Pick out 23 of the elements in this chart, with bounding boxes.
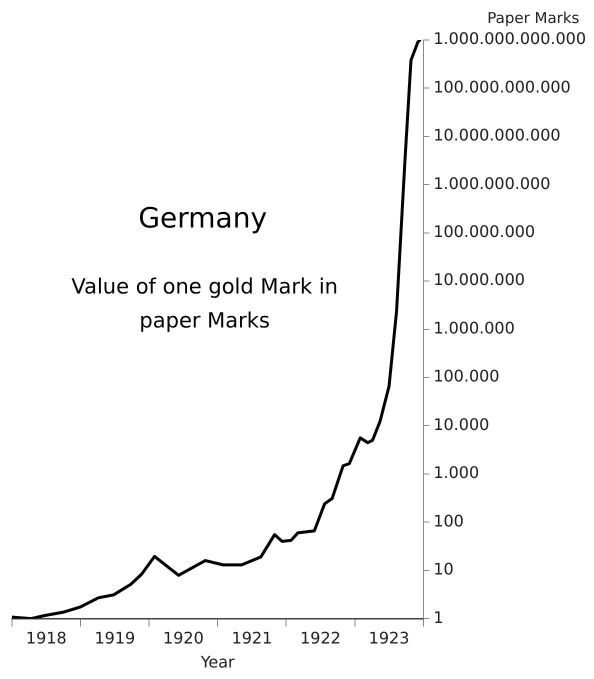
x-tick-label: 1921 <box>232 628 272 648</box>
y-tick-label: 1.000.000 <box>433 318 515 338</box>
text: Germany <box>138 201 268 234</box>
x-tick-label: 1920 <box>163 628 204 648</box>
y-tick-label: 1.000.000.000.000 <box>433 29 586 48</box>
y-tick-label: 1.000.000.000 <box>433 174 550 193</box>
y-tick-label: 100.000.000 <box>433 222 536 242</box>
y-tick-label: 10.000 <box>433 414 490 434</box>
y-tick-label: 10.000.000.000 <box>433 126 561 145</box>
y-axis-title: Paper Marks <box>487 8 580 27</box>
x-tick-label: 1923 <box>368 628 410 648</box>
y-tick-label: 100.000.000.000 <box>433 77 571 96</box>
x-tick-label: 1919 <box>94 628 136 648</box>
y-tick-label: 100.000 <box>433 366 500 386</box>
x-tick-label: 1922 <box>300 628 341 648</box>
x-tick-label: 1918 <box>26 628 67 648</box>
x-axis-title: Year <box>200 652 236 672</box>
text: Value of one gold Mark in paper Marks <box>71 274 338 332</box>
y-tick-label: 1.000 <box>433 463 480 482</box>
y-tick-label: 10.000.000 <box>433 270 525 290</box>
y-tick-label: 100 <box>433 511 464 530</box>
y-tick-label: 1 <box>433 608 444 627</box>
y-tick-label: 10 <box>433 560 454 579</box>
